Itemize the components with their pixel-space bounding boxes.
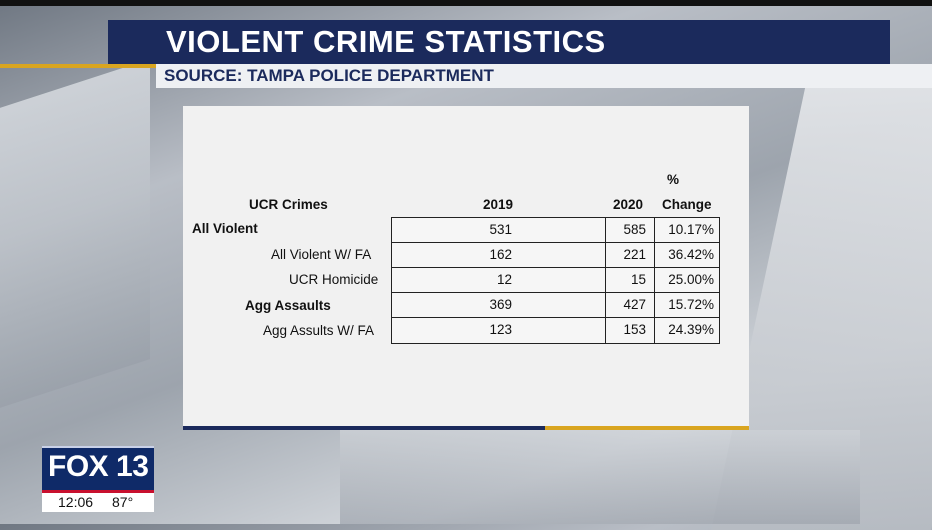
title-banner: VIOLENT CRIME STATISTICS	[108, 20, 890, 64]
header-2020: 2020	[613, 197, 644, 212]
value-2019: 123	[489, 322, 512, 337]
table-cell: 12	[391, 267, 606, 293]
table-cell: 24.39%	[654, 317, 720, 344]
table-cell: 221	[605, 242, 655, 268]
value-change: 24.39%	[668, 322, 714, 337]
slide-underline-gold	[545, 426, 749, 430]
table-cell: 15.72%	[654, 292, 720, 318]
table-cell: 10.17%	[654, 217, 720, 243]
statistics-slide: % UCR Crimes 2019 2020 Change All Violen…	[183, 106, 749, 428]
value-change: 10.17%	[668, 222, 714, 237]
row-label: All Violent W/ FA	[271, 247, 372, 262]
table-cell: 427	[605, 292, 655, 318]
header-ucr-crimes: UCR Crimes	[249, 197, 328, 212]
value-2020: 585	[623, 222, 646, 237]
table-cell: 123	[391, 317, 606, 344]
table-cell: 25.00%	[654, 267, 720, 293]
value-2019: 12	[496, 272, 512, 287]
row-label: Agg Assults W/ FA	[263, 323, 375, 338]
table-cell: 15	[605, 267, 655, 293]
table-cell: 162	[391, 242, 606, 268]
value-2020: 221	[623, 247, 646, 262]
top-edge	[0, 0, 932, 6]
source-label: SOURCE: TAMPA POLICE DEPARTMENT	[164, 66, 494, 85]
header-2019: 2019	[483, 197, 514, 212]
slide-underline-navy	[183, 426, 545, 430]
value-change: 36.42%	[668, 247, 714, 262]
table-cell: 36.42%	[654, 242, 720, 268]
header-percent: %	[667, 172, 680, 187]
value-2019: 162	[489, 247, 512, 262]
background-panel-left	[0, 59, 150, 421]
accent-line	[0, 64, 156, 68]
table-cell: 153	[605, 317, 655, 344]
temperature: 87°	[112, 494, 134, 510]
clock-time: 12:06	[58, 494, 94, 510]
value-change: 25.00%	[668, 272, 714, 287]
station-logo: FOX 13	[42, 446, 154, 490]
value-2019: 369	[489, 297, 512, 312]
source-banner: SOURCE: TAMPA POLICE DEPARTMENT	[156, 64, 932, 88]
station-name: FOX 13	[48, 450, 149, 483]
logo-red-stripe	[42, 490, 154, 493]
row-label: All Violent	[192, 221, 258, 236]
row-label: UCR Homicide	[289, 272, 379, 287]
background-panel-bottom	[340, 430, 860, 524]
table-cell: 369	[391, 292, 606, 318]
table-cell: 585	[605, 217, 655, 243]
header-change: Change	[662, 197, 712, 212]
value-2020: 15	[630, 272, 646, 287]
table-cell: 531	[391, 217, 606, 243]
station-bug: FOX 13 12:06 87°	[42, 446, 154, 512]
row-label: Agg Assaults	[245, 298, 331, 313]
value-change: 15.72%	[668, 297, 714, 312]
time-temp-strip: 12:06 87°	[42, 493, 154, 512]
graphic-title: VIOLENT CRIME STATISTICS	[166, 24, 606, 59]
value-2020: 153	[623, 322, 646, 337]
value-2020: 427	[623, 297, 646, 312]
value-2019: 531	[489, 222, 512, 237]
